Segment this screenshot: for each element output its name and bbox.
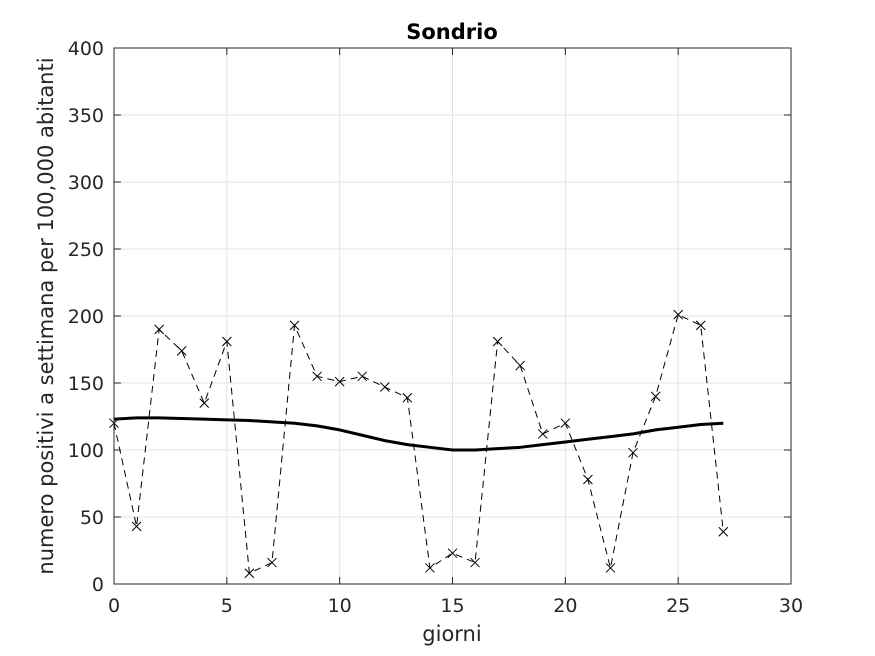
data-point-marker (673, 309, 684, 320)
chart-title: Sondrio (406, 20, 498, 44)
x-axis-label: giorni (422, 622, 481, 646)
x-tick-label: 25 (666, 595, 690, 617)
y-tick-label: 300 (68, 172, 104, 194)
data-point-marker (334, 376, 345, 387)
data-point-marker (199, 398, 210, 408)
data-point-marker (131, 521, 142, 532)
series-layer (109, 309, 729, 579)
y-tick-label: 0 (92, 574, 104, 596)
y-tick-label: 50 (80, 507, 104, 529)
y-axis-label: numero positivi a settimana per 100,000 … (34, 57, 58, 574)
y-tick-label: 200 (68, 306, 104, 328)
data-point-marker (560, 418, 571, 429)
y-tick-label: 350 (68, 105, 104, 127)
x-tick-label: 10 (328, 595, 352, 617)
y-tick-label: 100 (68, 440, 104, 462)
data-point-marker (537, 429, 548, 439)
data-point-marker (695, 320, 706, 331)
data-point-marker (244, 568, 255, 579)
data-point-marker (718, 526, 729, 537)
data-point-marker (221, 336, 232, 347)
data-point-marker (289, 320, 300, 331)
x-tick-label: 0 (108, 595, 120, 617)
data-point-marker (312, 371, 322, 382)
x-tick-label: 5 (221, 595, 233, 617)
data-point-marker (492, 336, 503, 347)
data-point-marker (176, 345, 187, 356)
series-trend-line (113, 416, 724, 452)
data-point-marker (515, 360, 526, 371)
y-tick-label: 400 (68, 38, 104, 60)
x-tick-label: 20 (553, 595, 577, 617)
data-point-marker (447, 548, 458, 559)
data-point-marker (379, 382, 390, 392)
data-point-marker (628, 447, 638, 458)
data-point-marker (605, 563, 616, 573)
data-point-marker (425, 563, 435, 573)
data-point-marker (402, 392, 413, 403)
y-tick-label: 150 (68, 373, 104, 395)
data-point-marker (154, 324, 164, 335)
x-tick-label: 15 (440, 595, 464, 617)
data-point-marker (267, 557, 277, 568)
x-tick-label: 30 (779, 595, 803, 617)
series-observed-line (113, 313, 724, 575)
data-point-marker (650, 391, 661, 402)
y-tick-label: 250 (68, 239, 104, 261)
data-point-marker (470, 557, 480, 568)
data-point-marker (357, 371, 368, 382)
data-point-marker (583, 474, 593, 485)
